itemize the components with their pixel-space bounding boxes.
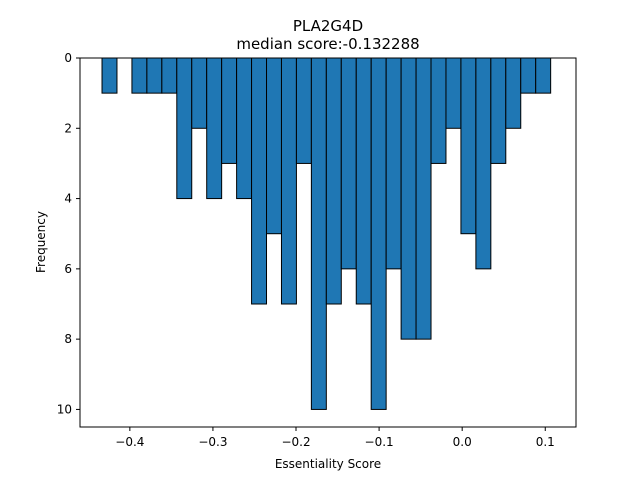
y-tick-label: 10 [57, 402, 72, 416]
histogram-bar [355, 57, 372, 305]
histogram-bar [505, 57, 522, 129]
x-tick-label: −0.2 [281, 435, 310, 449]
histogram-bar [295, 57, 312, 164]
histogram-bar [340, 57, 357, 270]
histogram-bar [176, 57, 193, 200]
histogram-bar [161, 57, 178, 94]
histogram-bar [445, 57, 462, 129]
histogram-bar [101, 57, 118, 94]
histogram-bar [191, 57, 208, 129]
histogram-bar [400, 57, 417, 340]
histogram-bar [131, 57, 148, 94]
histogram-bar [206, 57, 223, 200]
chart-subtitle: median score:-0.132288 [236, 35, 419, 53]
x-tick-label: −0.4 [115, 435, 144, 449]
histogram-bar [535, 57, 552, 94]
x-axis-ticks: −0.4 −0.3 −0.2 −0.1 0.0 0.1 [115, 427, 555, 449]
histogram-bar [370, 57, 387, 410]
histogram-bar [266, 57, 282, 235]
y-tick-label: 2 [64, 121, 72, 135]
histogram-bar [475, 57, 492, 270]
histogram-bar [251, 57, 268, 305]
plot-frame [79, 57, 577, 428]
histogram-bar [325, 57, 342, 305]
y-axis-label: Frequency [34, 211, 48, 273]
x-tick-label: 0.1 [536, 435, 555, 449]
histogram-bar [460, 57, 477, 235]
y-tick-label: 0 [64, 51, 72, 65]
bars-group [101, 57, 552, 410]
y-tick-label: 6 [64, 262, 72, 276]
y-axis-ticks: 0 2 4 6 8 10 [57, 51, 80, 416]
histogram-bar [146, 57, 163, 94]
histogram-bar [385, 57, 402, 270]
histogram-bar [310, 57, 327, 410]
histogram-bar [221, 57, 238, 164]
histogram-bar [280, 57, 297, 305]
x-tick-label: 0.0 [453, 435, 472, 449]
y-tick-label: 8 [64, 332, 72, 346]
y-tick-label: 4 [64, 192, 72, 206]
histogram-bar [415, 57, 432, 340]
histogram-bar [490, 57, 507, 164]
x-tick-label: −0.1 [365, 435, 394, 449]
x-axis-label: Essentiality Score [275, 457, 381, 471]
histogram-bar [236, 57, 253, 200]
histogram-bar [430, 57, 447, 164]
histogram-bar [520, 57, 537, 94]
chart-title: PLA2G4D [293, 17, 363, 35]
x-tick-label: −0.3 [198, 435, 227, 449]
